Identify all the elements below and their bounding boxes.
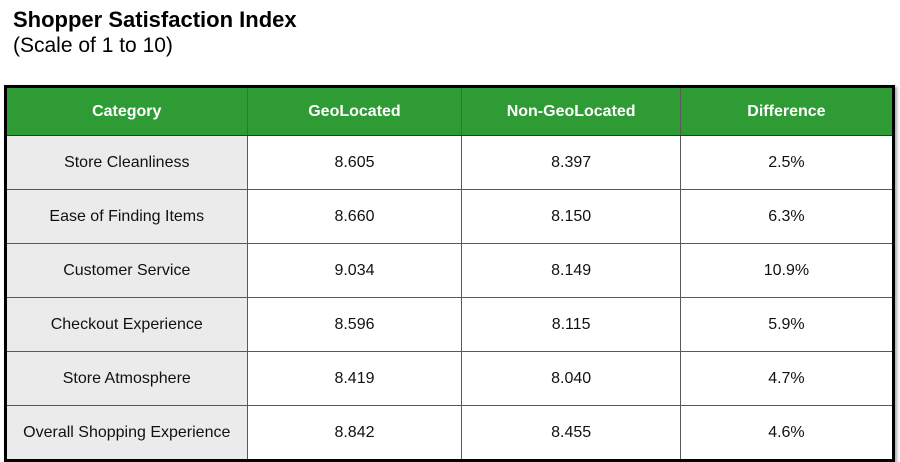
table-body: Store Cleanliness 8.605 8.397 2.5% Ease … bbox=[5, 135, 895, 461]
category-cell: Ease of Finding Items bbox=[5, 189, 248, 244]
difference-cell: 5.9% bbox=[679, 297, 895, 352]
non-geolocated-cell: 8.455 bbox=[461, 405, 681, 461]
table-row: Store Atmosphere 8.419 8.040 4.7% bbox=[5, 351, 895, 406]
table-row: Ease of Finding Items 8.660 8.150 6.3% bbox=[5, 189, 895, 244]
difference-cell: 4.6% bbox=[679, 405, 895, 461]
non-geolocated-cell: 8.040 bbox=[461, 351, 681, 406]
non-geolocated-cell: 8.150 bbox=[461, 189, 681, 244]
geolocated-cell: 8.842 bbox=[246, 405, 463, 461]
table-header: Category GeoLocated Non-GeoLocated Diffe… bbox=[5, 86, 895, 136]
column-header-geolocated: GeoLocated bbox=[246, 86, 463, 136]
satisfaction-table: Category GeoLocated Non-GeoLocated Diffe… bbox=[4, 85, 895, 462]
geolocated-cell: 8.660 bbox=[246, 189, 463, 244]
geolocated-cell: 9.034 bbox=[246, 243, 463, 298]
difference-cell: 2.5% bbox=[679, 135, 895, 190]
column-header-non-geolocated: Non-GeoLocated bbox=[461, 86, 681, 136]
column-header-category: Category bbox=[5, 86, 248, 136]
header-row: Category GeoLocated Non-GeoLocated Diffe… bbox=[5, 86, 895, 136]
category-cell: Overall Shopping Experience bbox=[5, 405, 248, 461]
table-row: Checkout Experience 8.596 8.115 5.9% bbox=[5, 297, 895, 352]
geolocated-cell: 8.596 bbox=[246, 297, 463, 352]
difference-cell: 6.3% bbox=[679, 189, 895, 244]
category-cell: Store Atmosphere bbox=[5, 351, 248, 406]
page-subtitle: (Scale of 1 to 10) bbox=[13, 34, 173, 58]
non-geolocated-cell: 8.115 bbox=[461, 297, 681, 352]
geolocated-cell: 8.419 bbox=[246, 351, 463, 406]
page-title: Shopper Satisfaction Index bbox=[13, 7, 297, 32]
table-row: Store Cleanliness 8.605 8.397 2.5% bbox=[5, 135, 895, 190]
table-row: Overall Shopping Experience 8.842 8.455 … bbox=[5, 405, 895, 461]
difference-cell: 4.7% bbox=[679, 351, 895, 406]
non-geolocated-cell: 8.397 bbox=[461, 135, 681, 190]
category-cell: Store Cleanliness bbox=[5, 135, 248, 190]
category-cell: Customer Service bbox=[5, 243, 248, 298]
title-block: Shopper Satisfaction Index (Scale of 1 t… bbox=[13, 7, 297, 60]
difference-cell: 10.9% bbox=[679, 243, 895, 298]
non-geolocated-cell: 8.149 bbox=[461, 243, 681, 298]
category-cell: Checkout Experience bbox=[5, 297, 248, 352]
table-row: Customer Service 9.034 8.149 10.9% bbox=[5, 243, 895, 298]
geolocated-cell: 8.605 bbox=[246, 135, 463, 190]
column-header-difference: Difference bbox=[679, 86, 895, 136]
